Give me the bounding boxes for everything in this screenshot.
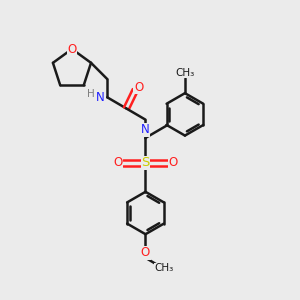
Text: N: N (141, 123, 150, 136)
Text: O: O (67, 43, 76, 56)
Text: O: O (113, 157, 122, 169)
Text: O: O (169, 157, 178, 169)
Text: S: S (141, 157, 150, 169)
Text: CH₃: CH₃ (175, 68, 195, 78)
Text: O: O (134, 81, 143, 94)
Text: CH₃: CH₃ (154, 263, 173, 273)
Text: O: O (141, 246, 150, 259)
Text: N: N (96, 91, 105, 104)
Text: H: H (87, 89, 95, 99)
